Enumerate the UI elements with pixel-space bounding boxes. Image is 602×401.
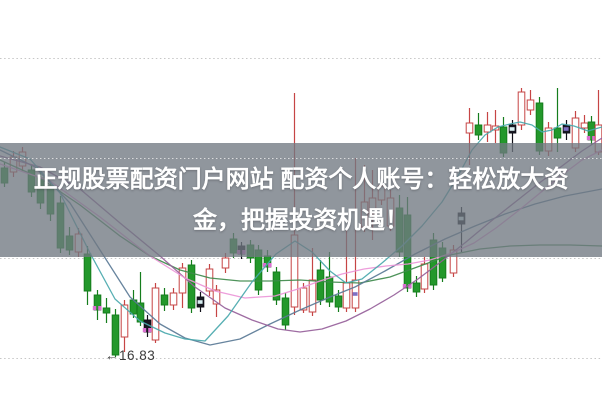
ad-banner-overlay: 正规股票配资门户网站 配资个人账号：轻松放大资 金，把握投资机遇！ [0, 143, 602, 257]
cyan-marker [197, 300, 203, 304]
purple-marker [352, 292, 358, 296]
magenta-marker [92, 306, 97, 311]
candle-body [221, 257, 230, 269]
candle-body [526, 99, 535, 111]
ma-fast-teal [0, 121, 602, 342]
candle-body [334, 295, 343, 308]
candle-body [178, 267, 187, 294]
magenta-marker [592, 136, 596, 141]
candle-body [120, 304, 129, 338]
candle-body [281, 297, 290, 326]
magenta-marker [268, 263, 272, 268]
candle-body [483, 124, 492, 133]
magenta-marker [408, 284, 412, 289]
magenta-marker [148, 328, 152, 333]
candle-body [83, 253, 92, 292]
low-price-annotation: ←16.83 [105, 348, 156, 363]
candle-body [474, 124, 483, 136]
candle-body [136, 302, 145, 323]
candle-body [151, 287, 160, 341]
purple-marker [563, 127, 569, 131]
candle-body [316, 269, 325, 301]
candle-body [102, 307, 111, 314]
candle-body [465, 122, 474, 134]
candle-body [553, 127, 562, 139]
magenta-marker [142, 328, 147, 333]
magenta-marker [402, 284, 407, 289]
candle-body [160, 294, 169, 306]
candle-body [272, 271, 281, 301]
candle-body [205, 268, 214, 292]
candle-body [325, 276, 334, 303]
magenta-marker [586, 136, 591, 141]
candle-body [212, 289, 221, 305]
candle-body [111, 314, 120, 356]
candle-body [93, 294, 102, 311]
magenta-marker [98, 306, 102, 311]
candle-body [517, 91, 526, 126]
candle-body [299, 287, 308, 311]
cyan-marker [509, 127, 515, 131]
candle-body [342, 282, 351, 309]
candle-body [308, 279, 317, 313]
candle-body [169, 292, 178, 306]
candle-body [412, 282, 421, 293]
banner-gridline [0, 158, 602, 159]
magenta-marker [262, 263, 267, 268]
banner-text-line2: 金，把握投资机遇！ [193, 207, 409, 234]
banner-text-line1: 正规股票配资门户网站 配资个人账号：轻松放大资 [33, 166, 569, 193]
candle-body [580, 122, 589, 129]
